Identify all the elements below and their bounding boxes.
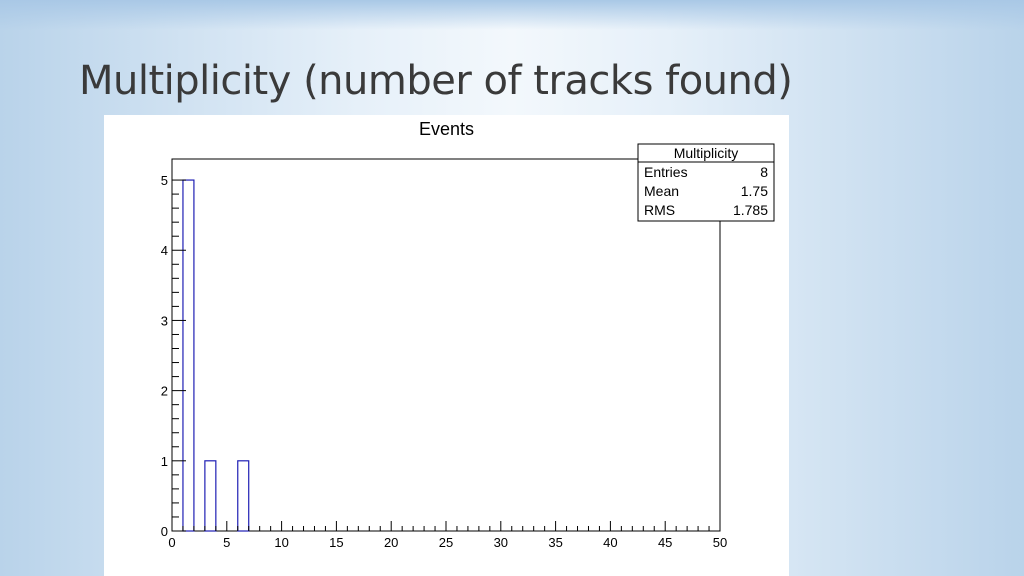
stats-value-entries: 8 — [760, 164, 768, 180]
x-tick-label: 15 — [329, 535, 343, 550]
slide-header-band — [0, 0, 1024, 30]
y-tick-label: 0 — [161, 524, 168, 539]
stats-value-mean: 1.75 — [741, 183, 768, 199]
histogram-svg: 0 5 10 15 20 25 30 35 40 45 50012345MultiplicityEn… — [161, 143, 775, 550]
stats-label-mean: Mean — [644, 183, 679, 199]
x-tick-label: 20 — [384, 535, 398, 550]
stats-value-rms: 1.785 — [733, 202, 768, 218]
x-tick-label: 50 — [713, 535, 727, 550]
stats-box — [637, 143, 775, 222]
x-tick-label: 30 — [494, 535, 508, 550]
histogram-bar-0 — [182, 179, 195, 532]
histogram-canvas: Events 0 5 10 15 20 25 30 35 40 45 50 0 1 2 3 4 5 Multipl… — [104, 115, 789, 576]
x-tick-label: 35 — [548, 535, 562, 550]
y-tick-label: 5 — [161, 173, 168, 188]
plot-title: Events — [418, 119, 475, 139]
x-tick-label: 0 — [168, 535, 175, 550]
stats-box-title: Multiplicity — [674, 145, 739, 161]
histogram-bar-1 — [204, 460, 217, 532]
x-tick-label: 10 — [274, 535, 288, 550]
stats-label-rms: RMS — [644, 202, 675, 218]
slide-title: Multiplicity (number of tracks found) — [79, 58, 793, 104]
stats-label-entries: Entries — [644, 164, 688, 180]
x-tick-label: 45 — [658, 535, 672, 550]
x-tick-label: 40 — [603, 535, 617, 550]
histogram-bar-2 — [237, 460, 250, 532]
y-tick-label: 4 — [161, 243, 168, 258]
y-tick-label: 1 — [161, 454, 168, 469]
y-tick-label: 2 — [161, 384, 168, 399]
y-tick-label: 3 — [161, 313, 168, 328]
x-tick-label: 25 — [439, 535, 453, 550]
x-tick-label: 5 — [223, 535, 230, 550]
